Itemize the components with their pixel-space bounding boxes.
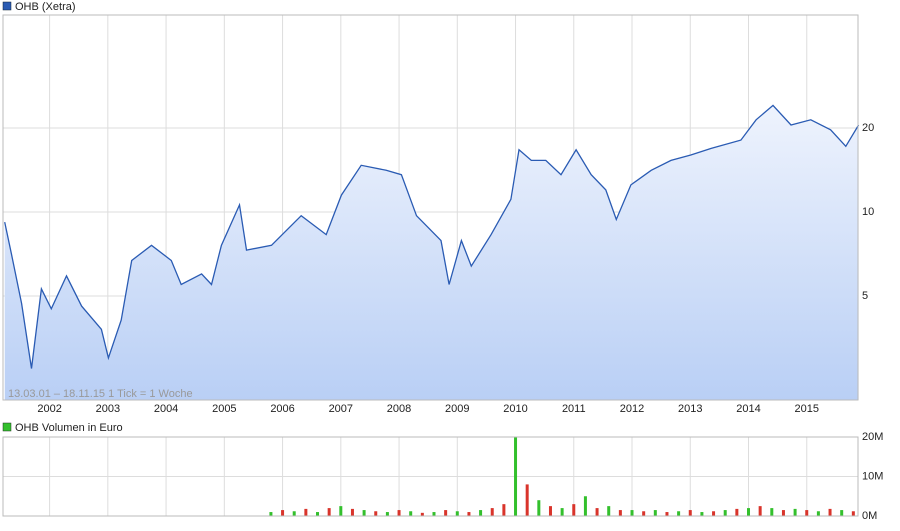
volume-bar [525,484,529,516]
y-tick-label: 10M [862,470,883,482]
y-tick-label: 10 [862,206,874,218]
volume-bar [840,510,844,516]
volume-bar [688,510,692,516]
volume-bar [781,510,785,516]
volume-bar [350,508,354,516]
chart-title: OHB Volumen in Euro [15,422,123,434]
volume-bar [444,510,448,516]
volume-bar [292,511,296,516]
volume-bar [479,510,483,516]
volume-bar [851,511,855,516]
volume-bar [642,511,646,516]
volume-bar [327,508,331,516]
volume-bar [374,511,378,516]
volume-bar [618,510,622,516]
volume-bar [816,511,820,516]
volume-bar [409,511,413,516]
volume-bar [385,512,389,516]
volume-bar [572,504,576,516]
x-tick-label: 2005 [212,403,236,415]
volume-bar [281,510,285,516]
x-tick-label: 2012 [620,403,644,415]
plot-frame [2,14,859,401]
volume-bar [583,496,587,516]
volume-bar [514,437,518,516]
volume-bar [502,504,506,516]
volume-bar [467,512,471,516]
volume-bar [735,508,739,516]
x-tick-label: 2004 [154,403,178,415]
volume-bar [560,508,564,516]
x-tick-label: 2002 [37,403,61,415]
volume-bar [828,508,832,516]
x-tick-label: 2010 [503,403,527,415]
volume-bar [770,508,774,516]
chart-title: OHB (Xetra) [15,1,76,13]
x-tick-label: 2013 [678,403,702,415]
volume-bar [595,508,599,516]
price-area [4,105,859,401]
legend-swatch [2,422,12,432]
volume-bar [490,508,494,516]
volume-bar [630,510,634,516]
volume-bar [420,512,424,516]
volume-bar [747,508,751,516]
volume-bar [397,510,401,516]
x-tick-label: 2003 [96,403,120,415]
plot-frame [2,436,859,517]
volume-bar [339,506,343,516]
volume-bar [316,512,320,516]
x-tick-label: 2009 [445,403,469,415]
x-tick-label: 2015 [795,403,819,415]
date-range-note: 13.03.01 – 18.11.15 1 Tick = 1 Woche [8,388,193,400]
volume-bar [607,506,611,516]
y-tick-label: 0M [862,510,877,522]
volume-bar [712,511,716,516]
x-tick-label: 2008 [387,403,411,415]
volume-bar [455,511,459,516]
x-tick-label: 2006 [270,403,294,415]
y-tick-label: 20 [862,122,874,134]
volume-bar [665,512,669,516]
volume-bar [548,506,552,516]
x-tick-label: 2007 [329,403,353,415]
x-tick-label: 2014 [736,403,760,415]
volume-bar [723,510,727,516]
volume-bar [432,512,436,516]
volume-bar [677,511,681,516]
volume-bar [269,512,273,516]
price-line [4,104,860,369]
y-tick-label: 20M [862,431,883,443]
volume-bar [362,510,366,516]
volume-bar [793,508,797,516]
volume-bar [304,508,308,516]
volume-bar [700,512,704,516]
volume-bar [805,510,809,516]
legend-swatch [2,1,12,11]
volume-bar [653,510,657,516]
x-tick-label: 2011 [562,403,586,415]
volume-bar [537,500,541,516]
y-tick-label: 5 [862,290,868,302]
volume-bar [758,506,762,516]
